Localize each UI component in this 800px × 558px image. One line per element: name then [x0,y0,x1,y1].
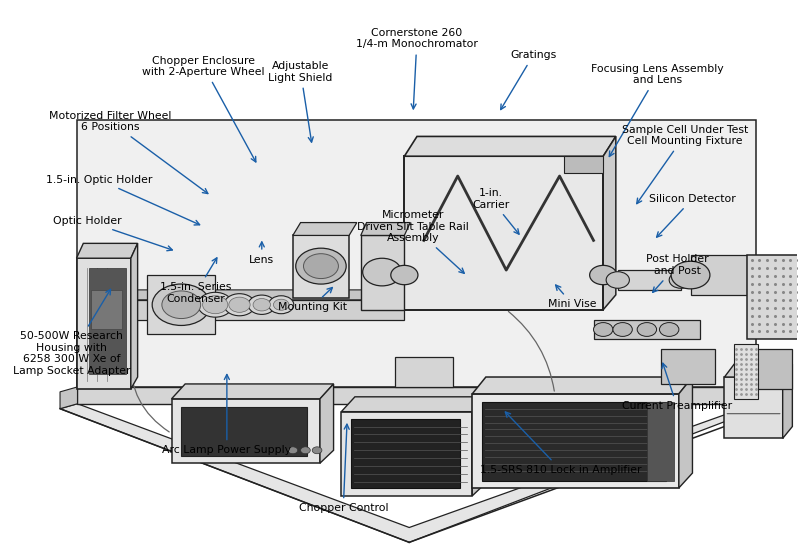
Text: Cornerstone 260
1/4-m Monochromator: Cornerstone 260 1/4-m Monochromator [356,28,478,109]
Polygon shape [131,300,404,320]
Text: Gratings: Gratings [501,50,556,109]
Circle shape [202,296,228,314]
Polygon shape [404,156,603,310]
Circle shape [390,266,418,285]
Text: 50-500W Research
Housing with
6258 300 W Xe of
Lamp Socket Adapter: 50-500W Research Housing with 6258 300 W… [13,290,130,376]
Polygon shape [754,349,792,389]
Polygon shape [734,344,758,399]
Polygon shape [342,397,486,412]
Text: Adjustable
Light Shield: Adjustable Light Shield [268,61,333,142]
Circle shape [637,323,657,336]
Polygon shape [171,384,334,399]
Text: Mini Vise: Mini Vise [548,285,597,309]
Text: Mounting Kit: Mounting Kit [278,287,346,311]
Circle shape [274,299,289,310]
Circle shape [229,297,250,312]
Circle shape [253,299,270,311]
Circle shape [671,261,710,289]
Polygon shape [131,243,138,389]
Polygon shape [361,235,404,310]
Polygon shape [77,258,131,389]
Circle shape [606,272,630,288]
Bar [89,268,126,374]
Polygon shape [472,394,679,488]
Bar [647,402,674,481]
Polygon shape [361,223,410,235]
Polygon shape [594,320,700,339]
Polygon shape [78,119,755,387]
Polygon shape [603,137,616,310]
Circle shape [590,266,617,285]
Text: Current Preamplifier: Current Preamplifier [622,363,732,411]
Text: Focusing Lens Assembly
and Lens: Focusing Lens Assembly and Lens [591,64,724,156]
Circle shape [312,447,322,454]
Circle shape [198,292,233,317]
Polygon shape [131,290,410,300]
Polygon shape [60,387,78,408]
Bar [565,156,603,173]
Text: 1.5-SRS 810 Lock in Amplifier: 1.5-SRS 810 Lock in Amplifier [480,412,642,475]
Text: Arc Lamp Power Supply: Arc Lamp Power Supply [162,374,291,455]
Circle shape [152,284,210,325]
Polygon shape [746,255,800,339]
Circle shape [162,291,201,319]
Polygon shape [147,275,215,334]
Bar [351,418,460,488]
Polygon shape [320,384,334,463]
Polygon shape [77,243,138,258]
Polygon shape [679,377,693,488]
Text: Sample Cell Under Test
Cell Mounting Fixture: Sample Cell Under Test Cell Mounting Fix… [622,124,748,204]
Text: 1-in.
Carrier: 1-in. Carrier [472,188,519,234]
Polygon shape [662,349,714,384]
Text: 1.5-in. Series
Condenser: 1.5-in. Series Condenser [160,258,231,304]
Circle shape [613,323,632,336]
Circle shape [303,254,338,278]
Polygon shape [394,357,453,387]
Circle shape [288,447,298,454]
Polygon shape [293,223,357,235]
Polygon shape [472,397,486,496]
Bar [91,290,122,329]
Polygon shape [472,377,693,394]
Circle shape [362,258,402,286]
Polygon shape [293,235,349,298]
Polygon shape [725,364,792,377]
Text: Optic Holder: Optic Holder [53,216,172,251]
Polygon shape [755,387,773,408]
Polygon shape [404,137,616,156]
Circle shape [269,296,294,314]
Polygon shape [725,377,782,439]
Text: Chopper Enclosure
with 2-Aperture Wheel: Chopper Enclosure with 2-Aperture Wheel [142,55,265,162]
Polygon shape [171,399,320,463]
Text: Micrometer
Driven Slit Table Rail
Assembly: Micrometer Driven Slit Table Rail Assemb… [358,210,469,273]
Bar [482,402,666,481]
Circle shape [669,272,693,288]
Polygon shape [690,255,746,295]
Text: Silicon Detector: Silicon Detector [649,194,736,237]
Polygon shape [60,404,758,542]
Text: Post Holder
and Post: Post Holder and Post [646,254,708,292]
Circle shape [296,248,346,284]
Polygon shape [342,412,472,496]
Text: 1.5-in. Optic Holder: 1.5-in. Optic Holder [46,175,200,225]
Circle shape [594,323,613,336]
Text: Lens: Lens [250,242,274,264]
Circle shape [659,323,679,336]
Polygon shape [618,270,681,290]
Circle shape [248,295,275,314]
Bar [182,407,307,456]
Circle shape [224,294,255,316]
Circle shape [301,447,310,454]
Text: Motorized Filter Wheel
6 Positions: Motorized Filter Wheel 6 Positions [50,110,208,194]
Text: Chopper Control: Chopper Control [298,424,388,513]
Polygon shape [782,364,792,439]
Polygon shape [78,387,755,404]
